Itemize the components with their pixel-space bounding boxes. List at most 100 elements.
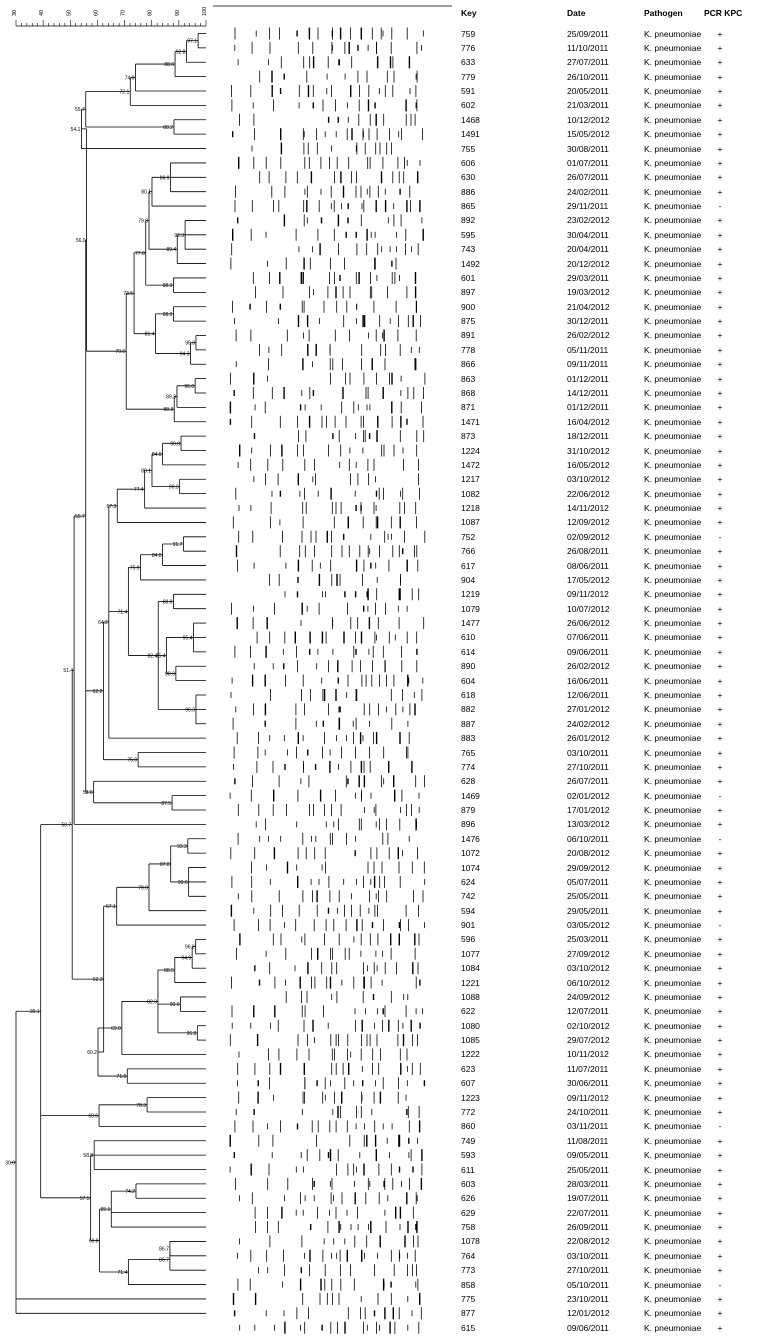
row-date: 12/07/2011	[567, 1006, 609, 1017]
header-pathogen: Pathogen	[644, 8, 683, 18]
row-pathogen: K. pneumoniae	[644, 157, 702, 168]
row-pathogen: K. pneumoniae	[644, 603, 702, 614]
row-date: 23/02/2012	[567, 215, 610, 226]
header-pcr-kpc: PCR KPC	[704, 8, 743, 18]
node-similarity-label: 89.4	[166, 247, 176, 253]
row-pathogen: K. pneumoniae	[644, 215, 702, 226]
row-date: 09/05/2011	[567, 1150, 609, 1161]
row-date: 24/02/2011	[567, 186, 609, 197]
row-key: 752	[461, 531, 476, 542]
row-key: 1079	[461, 603, 480, 614]
node-similarity-label: 58.6	[83, 790, 93, 796]
node-similarity-label: 75.0	[127, 758, 137, 764]
row-pcr-kpc: +	[717, 1063, 723, 1074]
row-pathogen: K. pneumoniae	[644, 560, 702, 571]
row-pcr-kpc: +	[717, 1308, 723, 1319]
row-date: 02/09/2012	[567, 531, 610, 542]
row-key: 1476	[461, 833, 480, 844]
row-key: 743	[461, 244, 476, 255]
row-key: 891	[461, 330, 476, 341]
row-pathogen: K. pneumoniae	[644, 574, 702, 585]
row-key: 1080	[461, 1020, 480, 1031]
row-date: 25/03/2011	[567, 934, 609, 945]
row-pathogen: K. pneumoniae	[644, 1035, 702, 1046]
row-date: 03/10/2011	[567, 1250, 609, 1261]
row-key: 591	[461, 86, 476, 97]
row-date: 22/06/2012	[567, 488, 610, 499]
row-date: 24/09/2012	[567, 991, 610, 1002]
row-pathogen: K. pneumoniae	[644, 373, 702, 384]
row-pcr-kpc: +	[717, 733, 723, 744]
row-pathogen: K. pneumoniae	[644, 1236, 702, 1247]
row-date: 12/09/2012	[567, 517, 610, 528]
row-date: 26/10/2011	[567, 71, 609, 82]
node-similarity-label: 60.6	[88, 1114, 98, 1120]
scale-tick-label: 100	[202, 7, 208, 16]
node-similarity-label: 92.8	[176, 49, 186, 55]
row-date: 16/04/2012	[567, 416, 610, 427]
row-date: 16/05/2012	[567, 459, 610, 470]
row-pathogen: K. pneumoniae	[644, 42, 702, 53]
node-similarity-label: 78.3	[136, 1103, 146, 1109]
node-similarity-label: 93.3	[177, 844, 187, 850]
row-pathogen: K. pneumoniae	[644, 1006, 702, 1017]
node-similarity-label: 82.3	[147, 999, 157, 1005]
row-pathogen: K. pneumoniae	[644, 1308, 702, 1319]
row-key: 759	[461, 28, 476, 39]
scale-tick-label: 60	[93, 10, 99, 16]
node-similarity-label: 96.3	[185, 707, 195, 713]
row-pathogen: K. pneumoniae	[644, 1049, 702, 1060]
node-similarity-label: 73.5	[123, 291, 133, 297]
node-similarity-label: 84.0	[152, 452, 162, 458]
row-pcr-kpc: +	[717, 862, 723, 873]
row-pcr-kpc: +	[717, 1250, 723, 1261]
dendrogram: 30 40 50 60 70 80 90 100 97.192.8 88.6 74.0 72.1 88…	[5, 5, 452, 1334]
row-date: 27/09/2012	[567, 948, 610, 959]
row-key: 892	[461, 215, 476, 226]
row-pcr-kpc: +	[717, 287, 723, 298]
row-date: 21/03/2011	[567, 100, 609, 111]
node-similarity-label: 80.1	[141, 468, 151, 474]
row-pathogen: K. pneumoniae	[644, 86, 702, 97]
row-pcr-kpc: +	[717, 546, 723, 557]
row-pathogen: K. pneumoniae	[644, 1322, 702, 1333]
row-pathogen: K. pneumoniae	[644, 761, 702, 772]
row-key: 595	[461, 229, 476, 240]
node-similarity-label: 75.9	[130, 565, 140, 571]
row-pcr-kpc: +	[717, 718, 723, 729]
row-key: 858	[461, 1279, 476, 1290]
row-key: 1469	[461, 790, 480, 801]
row-date: 30/08/2011	[567, 143, 609, 154]
node-similarity-label: 96.2	[185, 945, 195, 951]
row-pcr-kpc: +	[717, 632, 723, 643]
row-key: 868	[461, 388, 476, 398]
row-key: 1084	[461, 963, 480, 974]
row-pathogen: K. pneumoniae	[644, 1222, 702, 1233]
row-date: 19/07/2011	[567, 1193, 609, 1204]
row-pathogen: K. pneumoniae	[644, 704, 702, 715]
scale-tick-label: 70	[121, 10, 127, 16]
row-date: 14/12/2011	[567, 388, 609, 398]
scale-tick-label: 40	[39, 10, 45, 16]
row-date: 05/10/2011	[567, 1279, 609, 1290]
node-similarity-label: 82.4	[147, 653, 157, 659]
row-date: 05/11/2011	[567, 344, 609, 355]
row-date: 26/07/2011	[567, 776, 609, 787]
row-key: 778	[461, 344, 476, 355]
row-key: 1492	[461, 258, 480, 269]
row-pcr-kpc: +	[717, 244, 723, 255]
row-date: 03/10/2012	[567, 474, 610, 485]
row-pcr-kpc: +	[717, 71, 723, 82]
row-date: 11/08/2011	[567, 1135, 609, 1146]
row-date: 06/10/2011	[567, 833, 609, 844]
row-key: 626	[461, 1193, 476, 1204]
row-key: 594	[461, 905, 476, 916]
row-key: 883	[461, 733, 476, 744]
row-date: 29/05/2011	[567, 905, 609, 916]
row-pathogen: K. pneumoniae	[644, 1164, 702, 1175]
row-pathogen: K. pneumoniae	[644, 1293, 702, 1304]
row-pathogen: K. pneumoniae	[644, 718, 702, 729]
row-pathogen: K. pneumoniae	[644, 675, 702, 686]
row-date: 11/07/2011	[567, 1063, 609, 1074]
node-similarity-label: 60.2	[87, 1050, 97, 1056]
